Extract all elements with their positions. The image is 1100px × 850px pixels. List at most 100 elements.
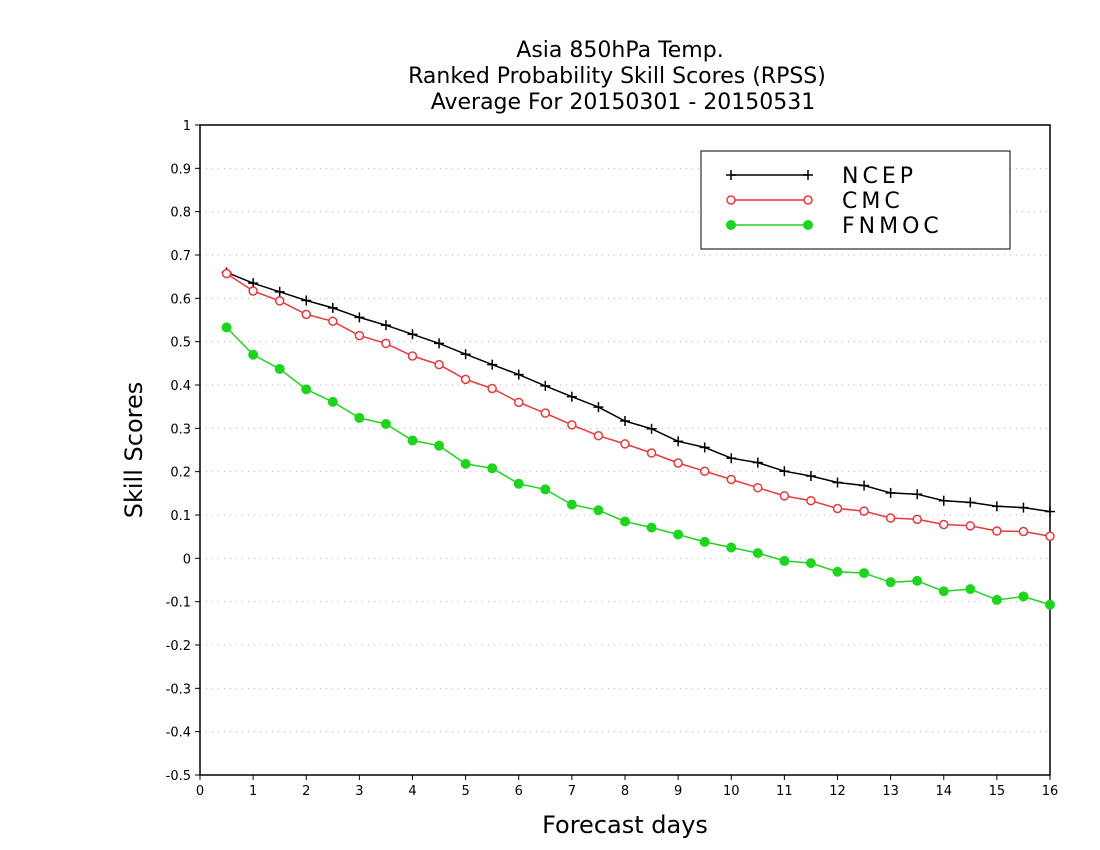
- fnmoc-point: [1045, 599, 1055, 610]
- x-tick-label: 8: [621, 784, 629, 799]
- chart-title: Asia 850hPa Temp. Ranked Probability Ski…: [408, 38, 826, 115]
- cmc-point: [673, 458, 683, 468]
- y-tick-label: -0.2: [166, 639, 191, 654]
- y-tick-label: 0.2: [170, 466, 191, 481]
- ncep-point: [991, 501, 1002, 512]
- ncep-point: [779, 466, 790, 477]
- fnmoc-point: [859, 568, 870, 579]
- cmc-point: [221, 268, 232, 279]
- title-line-3: Average For 20150301 - 20150531: [431, 90, 816, 115]
- ncep-point: [593, 402, 604, 413]
- y-tick-label: 0.8: [170, 206, 191, 221]
- legend-item-ncep: NCEP: [726, 164, 917, 189]
- fnmoc-point: [646, 522, 657, 533]
- fnmoc-point: [752, 548, 763, 559]
- cmc-point: [646, 448, 657, 458]
- y-tick-label: -0.5: [166, 769, 191, 784]
- x-tick-label: 13: [882, 784, 899, 799]
- y-tick-label: 0.5: [170, 336, 191, 351]
- fnmoc-point: [593, 505, 604, 516]
- x-tick-label: 6: [515, 784, 523, 799]
- fnmoc-point: [726, 542, 737, 553]
- ncep-point: [1018, 502, 1029, 513]
- legend-item-fnmoc: FNMOC: [726, 214, 943, 239]
- cmc-point: [806, 495, 816, 506]
- cmc-point: [328, 316, 338, 327]
- fnmoc-point: [434, 440, 445, 451]
- cmc-point: [487, 383, 497, 394]
- series-cmc: [221, 268, 1055, 541]
- y-tick-label: -0.3: [166, 682, 191, 697]
- legend-label-ncep: NCEP: [842, 164, 917, 189]
- legend-marker-cmc: [803, 195, 813, 205]
- fnmoc-point: [513, 478, 524, 489]
- cmc-point: [540, 408, 551, 418]
- fnmoc-point: [460, 458, 471, 469]
- cmc-point: [859, 506, 869, 516]
- cmc-point: [1018, 526, 1029, 537]
- fnmoc-point: [805, 558, 816, 569]
- ncep-point: [407, 329, 418, 340]
- x-tick-label: 7: [568, 784, 576, 799]
- grid-lines: [200, 167, 1050, 733]
- series-fnmoc: [221, 322, 1055, 610]
- ncep-point: [938, 495, 949, 506]
- ncep-point: [646, 423, 657, 434]
- ncep-point: [805, 471, 816, 481]
- ncep-point: [460, 349, 471, 360]
- fnmoc-point: [938, 586, 949, 597]
- series-ncep: [221, 267, 1055, 517]
- legend-marker-ncep: [803, 170, 813, 180]
- legend-marker-fnmoc: [803, 220, 813, 230]
- ncep-point: [513, 369, 524, 380]
- cmc-point: [912, 514, 922, 525]
- legend-item-cmc: CMC: [726, 189, 904, 214]
- x-tick-label: 4: [408, 784, 416, 799]
- y-axis-label: Skill Scores: [120, 382, 148, 519]
- ncep-point: [699, 442, 710, 453]
- cmc-point: [620, 439, 630, 449]
- cmc-point: [1045, 531, 1055, 541]
- ncep-point: [354, 312, 365, 323]
- fnmoc-point: [407, 435, 418, 446]
- fnmoc-point: [965, 584, 976, 595]
- x-tick-label: 10: [723, 784, 740, 799]
- fnmoc-point: [832, 566, 843, 577]
- x-tick-label: 11: [776, 784, 793, 799]
- x-axis-label: Forecast days: [542, 811, 708, 839]
- x-tick-label: 15: [989, 784, 1006, 799]
- y-tick-label: 0.3: [170, 422, 191, 437]
- x-tick-label: 0: [196, 784, 204, 799]
- ncep-point: [965, 497, 976, 508]
- fnmoc-point: [566, 499, 577, 510]
- ncep-point: [380, 320, 391, 331]
- cmc-point: [514, 397, 524, 408]
- x-tick-label: 9: [674, 784, 682, 799]
- cmc-point: [301, 309, 311, 320]
- legend-marker-ncep: [726, 170, 736, 180]
- legend-label-cmc: CMC: [842, 189, 904, 214]
- cmc-point: [593, 430, 604, 441]
- x-tick-label: 5: [461, 784, 469, 799]
- ncep-point: [487, 359, 498, 370]
- y-tick-label: 0.9: [170, 162, 191, 177]
- fnmoc-point: [274, 363, 285, 374]
- x-tick-label: 12: [829, 784, 846, 799]
- cmc-point: [726, 474, 736, 485]
- fnmoc-point: [699, 536, 710, 547]
- y-tick-label: 0.6: [170, 292, 191, 307]
- ncep-point: [912, 489, 923, 500]
- cmc-point: [407, 351, 418, 361]
- x-tick-label: 3: [355, 784, 363, 799]
- fnmoc-point: [779, 555, 790, 566]
- legend-label-fnmoc: FNMOC: [842, 214, 943, 239]
- cmc-point: [567, 420, 577, 430]
- cmc-point: [460, 374, 471, 385]
- cmc-point: [274, 296, 285, 306]
- x-tick-label: 14: [935, 784, 952, 799]
- x-tick-label: 16: [1042, 784, 1059, 799]
- cmc-point: [248, 286, 258, 296]
- fnmoc-point: [301, 384, 312, 395]
- ncep-point: [274, 286, 285, 297]
